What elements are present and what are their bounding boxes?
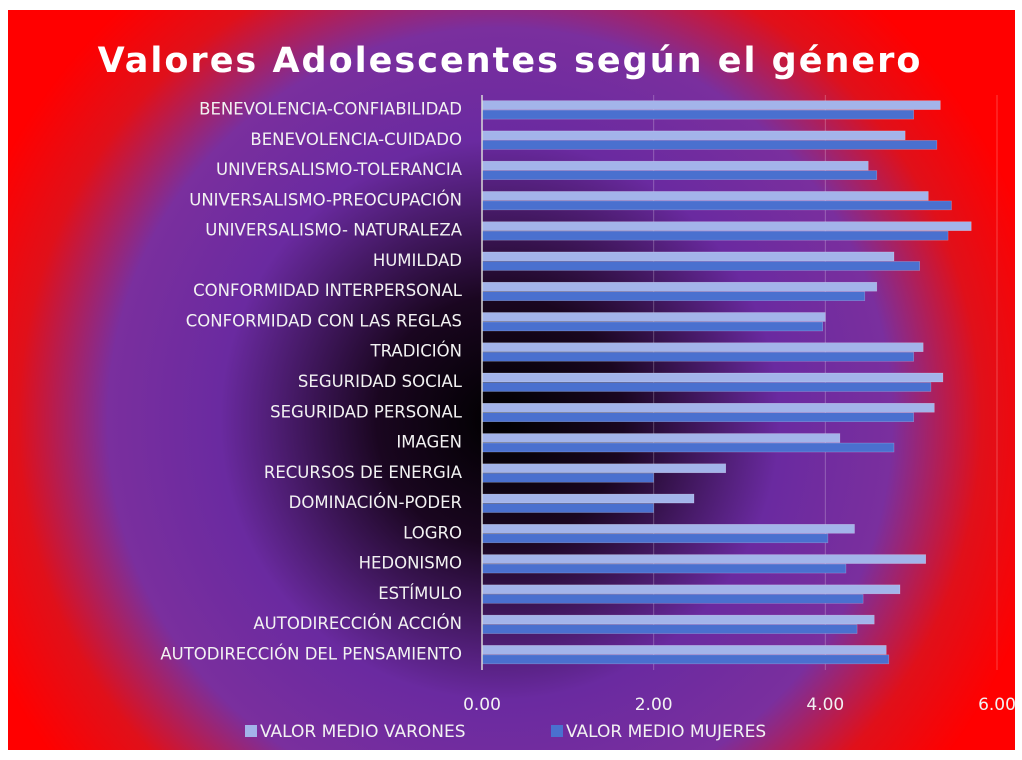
x-tick-label: 4.00 [806,695,844,715]
bar [481,130,906,141]
bar [481,563,847,574]
legend-swatch [551,725,563,737]
legend-swatch [245,725,257,737]
bar [481,403,935,413]
y-tick-label: SEGURIDAD PERSONAL [270,402,463,421]
bar [481,493,695,504]
y-tick-label: DOMINACIÓN-PODER [289,493,462,512]
bar [481,221,972,231]
bar [481,291,866,301]
chart-title: Valores Adolescentes según el género [98,41,923,81]
y-tick-label: CONFORMIDAD INTERPERSONAL [193,281,463,300]
y-tick-label: SEGURIDAD SOCIAL [298,372,463,391]
bar [481,321,824,332]
bar [481,654,890,665]
y-tick-label: CONFORMIDAD CON LAS REGLAS [186,311,462,330]
bar [481,554,927,564]
bar [481,160,869,171]
y-tick-label: UNIVERSALISMO-PREOCUPACIÓN [189,190,462,209]
y-tick-label: UNIVERSALISMO-TOLERANCIA [216,160,463,179]
bar [481,140,938,150]
bar [481,251,895,262]
bar [481,100,941,110]
y-tick-label: AUTODIRECCIÓN DEL PENSAMIENTO [160,644,462,663]
bar [481,342,924,352]
bar [481,200,952,211]
bar [481,281,878,292]
bar [481,594,864,604]
y-tick-label: HEDONISMO [359,554,462,573]
y-tick-label: ESTÍMULO [378,584,462,603]
bar [481,382,932,392]
bar [481,351,914,362]
y-tick-label: BENEVOLENCIA-CONFIABILIDAD [199,100,462,119]
y-tick-label: BENEVOLENCIA-CUIDADO [250,130,462,149]
bar [481,170,878,180]
y-tick-label: HUMILDAD [373,251,462,270]
bar [481,524,855,534]
x-tick-label: 2.00 [635,695,673,715]
bar [481,624,858,634]
bar [481,230,949,241]
bar [481,312,826,322]
bar [481,463,727,474]
bar [481,503,654,513]
bar [481,261,920,271]
y-tick-label: TRADICIÓN [370,342,462,361]
bar [481,533,829,544]
legend-label: VALOR MEDIO VARONES [260,722,466,742]
y-tick-label: IMAGEN [396,433,462,452]
bar [481,412,914,423]
y-tick-label: AUTODIRECCIÓN ACCIÓN [253,614,462,633]
x-tick-label: 6.00 [978,695,1016,715]
bar [481,645,887,655]
bar [481,614,875,625]
bar [481,109,914,120]
y-tick-label: LOGRO [403,523,462,542]
bar [481,473,654,483]
bar [481,433,841,443]
bar [481,191,929,201]
bar [481,372,944,383]
y-tick-label: RECURSOS DE ENERGIA [264,463,463,482]
x-tick-label: 0.00 [463,695,501,715]
bar [481,584,901,595]
bar [481,442,895,453]
y-tick-label: UNIVERSALISMO- NATURALEZA [205,221,462,240]
legend-label: VALOR MEDIO MUJERES [566,722,766,742]
